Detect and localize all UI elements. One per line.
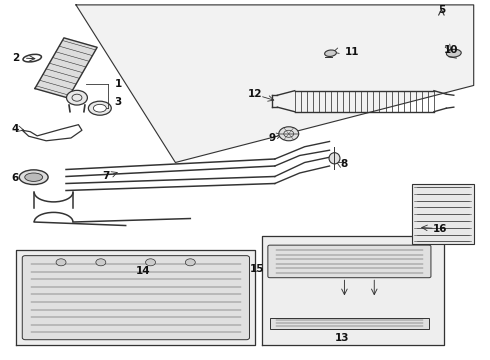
Circle shape: [279, 127, 299, 141]
Text: 10: 10: [444, 45, 459, 55]
Text: 13: 13: [335, 333, 349, 343]
Text: 7: 7: [102, 171, 109, 181]
Ellipse shape: [329, 153, 340, 164]
Text: 4: 4: [12, 124, 19, 134]
Ellipse shape: [94, 104, 106, 112]
Text: 5: 5: [438, 5, 445, 15]
Polygon shape: [76, 5, 474, 162]
Polygon shape: [35, 38, 97, 98]
Text: 3: 3: [115, 97, 122, 107]
Circle shape: [185, 259, 196, 266]
Text: 11: 11: [344, 47, 359, 57]
Ellipse shape: [25, 173, 43, 181]
Ellipse shape: [325, 50, 337, 57]
Text: 9: 9: [269, 133, 276, 143]
FancyBboxPatch shape: [22, 256, 249, 340]
Ellipse shape: [446, 49, 461, 57]
Text: 2: 2: [12, 53, 19, 63]
Circle shape: [67, 90, 87, 105]
Circle shape: [146, 259, 155, 266]
Bar: [270, 318, 429, 329]
Text: 6: 6: [12, 173, 19, 183]
Text: 14: 14: [136, 266, 150, 276]
Ellipse shape: [88, 101, 111, 115]
Text: 1: 1: [115, 79, 122, 89]
Text: 12: 12: [247, 89, 262, 99]
FancyBboxPatch shape: [268, 245, 431, 278]
Text: 16: 16: [433, 224, 447, 234]
Text: 8: 8: [341, 159, 348, 169]
Ellipse shape: [19, 170, 48, 185]
Circle shape: [56, 259, 66, 266]
Circle shape: [96, 259, 106, 266]
Text: 15: 15: [250, 264, 265, 274]
Polygon shape: [263, 236, 444, 345]
Polygon shape: [16, 250, 255, 345]
Bar: [412, 184, 474, 244]
